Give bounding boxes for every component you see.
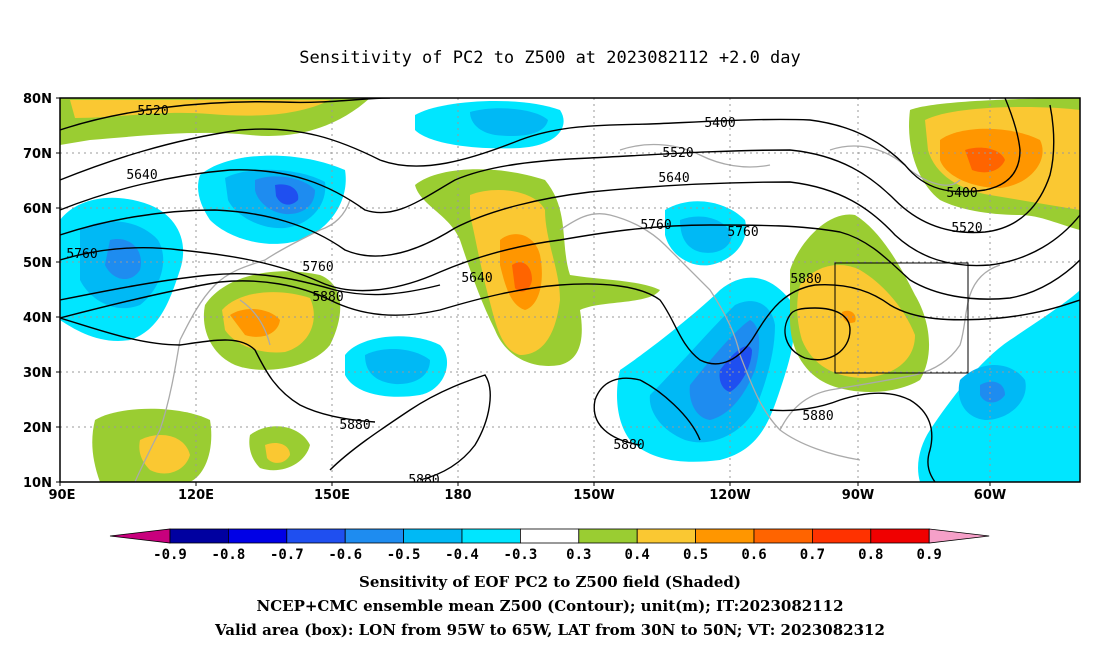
lon-label: 150E bbox=[314, 488, 350, 503]
contour-label: 5400 bbox=[704, 116, 735, 131]
contour-label: 5760 bbox=[727, 225, 758, 240]
colorbar-label: 0.4 bbox=[625, 547, 650, 563]
contour-label: 5880 bbox=[613, 438, 644, 453]
caption-valid-area: Valid area (box): LON from 95W to 65W, L… bbox=[215, 621, 885, 639]
contour-label: 5400 bbox=[946, 186, 977, 201]
contour-label: 5880 bbox=[408, 473, 439, 488]
colorbar-label: -0.6 bbox=[328, 547, 362, 563]
colorbar-segment bbox=[578, 528, 638, 544]
map-frame bbox=[59, 97, 1081, 483]
contour-label: 5880 bbox=[790, 272, 821, 287]
lon-label: 150W bbox=[573, 488, 614, 503]
colorbar: -0.9 -0.8 -0.7 -0.6 -0.5 -0.4 -0.3 0.3 0.4 0.5 0.6… bbox=[109, 528, 990, 563]
z500-contours bbox=[60, 98, 1080, 482]
colorbar-segment bbox=[227, 528, 288, 544]
contour-label: 5640 bbox=[126, 168, 157, 183]
colorbar-segment bbox=[870, 528, 930, 544]
contour-label: 5520 bbox=[951, 221, 982, 236]
colorbar-segment bbox=[753, 528, 813, 544]
lat-label: 50N bbox=[23, 256, 52, 271]
colorbar-segment bbox=[461, 528, 521, 544]
lon-label: 120W bbox=[709, 488, 750, 503]
page-title: Sensitivity of PC2 to Z500 at 2023082112… bbox=[299, 48, 801, 68]
colorbar-arrow-low bbox=[109, 528, 171, 544]
caption-shaded: Sensitivity of EOF PC2 to Z500 field (Sh… bbox=[359, 573, 741, 591]
contour-label: 5880 bbox=[312, 290, 343, 305]
colorbar-segment bbox=[520, 528, 580, 544]
contour-label-group: 5520 5400 5520 5640 5640 5400 5520 5760 … bbox=[66, 104, 982, 488]
colorbar-label: -0.4 bbox=[445, 547, 479, 563]
lon-label: 90E bbox=[49, 488, 76, 503]
map-grid bbox=[60, 98, 1080, 482]
colorbar-segment bbox=[344, 528, 405, 544]
colorbar-label: 0.8 bbox=[858, 547, 883, 563]
colorbar-segment bbox=[812, 528, 872, 544]
lat-label: 60N bbox=[23, 202, 52, 217]
colorbar-segment bbox=[403, 528, 463, 544]
lat-label: 10N bbox=[23, 476, 52, 491]
map-plot-area: 5520 5400 5520 5640 5640 5400 5520 5760 … bbox=[60, 98, 1080, 488]
contour-label: 5520 bbox=[662, 146, 693, 161]
colorbar-label: -0.8 bbox=[212, 547, 246, 563]
colorbar-arrow-high bbox=[928, 528, 990, 544]
colorbar-label: 0.7 bbox=[800, 547, 825, 563]
colorbar-label: 0.9 bbox=[917, 547, 942, 563]
valid-area-box bbox=[834, 262, 969, 374]
lon-label: 90W bbox=[842, 488, 874, 503]
contour-label: 5760 bbox=[640, 218, 671, 233]
colorbar-label: -0.3 bbox=[504, 547, 538, 563]
lat-label: 40N bbox=[23, 311, 52, 326]
contour-label: 5880 bbox=[802, 409, 833, 424]
colorbar-segment bbox=[695, 528, 755, 544]
contour-label: 5760 bbox=[302, 260, 333, 275]
lon-label: 120E bbox=[178, 488, 214, 503]
coastlines bbox=[134, 143, 1001, 482]
lat-label: 80N bbox=[23, 92, 52, 107]
caption-contour: NCEP+CMC ensemble mean Z500 (Contour); u… bbox=[256, 597, 844, 615]
shading-layer bbox=[60, 98, 1080, 482]
sensitivity-map: 5520 5400 5520 5640 5640 5400 5520 5760 … bbox=[23, 92, 1081, 563]
lon-label: 60W bbox=[974, 488, 1006, 503]
contour-label: 5760 bbox=[66, 247, 97, 262]
colorbar-label: -0.5 bbox=[387, 547, 421, 563]
lat-label: 70N bbox=[23, 147, 52, 162]
axis-ticks bbox=[56, 97, 991, 486]
colorbar-label: 0.5 bbox=[683, 547, 708, 563]
contour-label: 5520 bbox=[137, 104, 168, 119]
colorbar-segment bbox=[169, 528, 229, 544]
colorbar-label: 0.3 bbox=[566, 547, 591, 563]
colorbar-label: -0.9 bbox=[153, 547, 187, 563]
contour-label: 5880 bbox=[339, 418, 370, 433]
colorbar-label: -0.7 bbox=[270, 547, 304, 563]
colorbar-segment bbox=[286, 528, 346, 544]
contour-label: 5640 bbox=[461, 271, 492, 286]
lat-label: 20N bbox=[23, 421, 52, 436]
colorbar-label: 0.6 bbox=[741, 547, 766, 563]
lon-label: 180 bbox=[444, 488, 471, 503]
lat-label: 30N bbox=[23, 366, 52, 381]
colorbar-segment bbox=[636, 528, 697, 544]
contour-label: 5640 bbox=[658, 171, 689, 186]
